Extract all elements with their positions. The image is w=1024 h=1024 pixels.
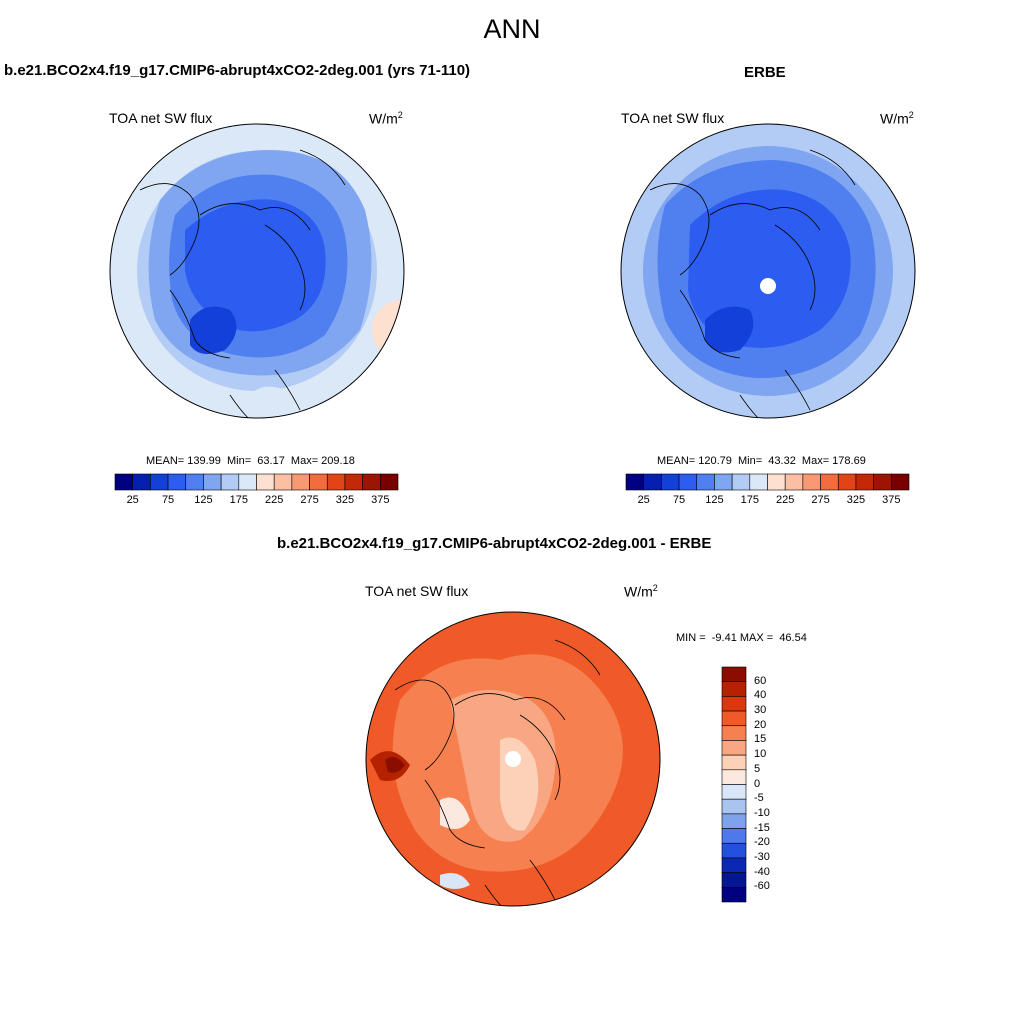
colorbar-swatch bbox=[721, 842, 747, 859]
colorbar-swatch bbox=[661, 473, 680, 491]
colorbar-tick-label: 175 bbox=[740, 494, 759, 506]
colorbar-tick-label: 125 bbox=[194, 494, 213, 506]
colorbar-tick-label: 275 bbox=[300, 494, 319, 506]
colorbar-swatch bbox=[721, 696, 747, 712]
colorbar-swatch bbox=[820, 473, 839, 491]
colorbar-tick-label: -60 bbox=[754, 880, 770, 893]
colorbar-swatch bbox=[114, 473, 133, 491]
colorbar-swatch bbox=[678, 473, 698, 491]
colorbar-swatch bbox=[721, 754, 747, 771]
colorbar-swatch bbox=[721, 710, 747, 727]
panel1-variable: TOA net SW flux bbox=[109, 110, 213, 126]
colorbar-tick-label: 10 bbox=[754, 748, 767, 761]
colorbar-swatch bbox=[380, 473, 399, 491]
colorbar-tick-label: -20 bbox=[754, 836, 770, 849]
colorbar-tick-label: 125 bbox=[705, 494, 724, 506]
colorbar-swatch bbox=[721, 798, 747, 815]
colorbar-swatch bbox=[873, 473, 892, 491]
colorbar-swatch bbox=[238, 473, 257, 491]
colorbar-tick-label: -40 bbox=[754, 865, 770, 878]
colorbar-tick-label: 15 bbox=[754, 733, 767, 746]
panel1-units: W/m2 bbox=[369, 110, 403, 127]
panel3-title: b.e21.BCO2x4.f19_g17.CMIP6-abrupt4xCO2-2… bbox=[277, 535, 712, 552]
panel3-stats: MIN = -9.41 MAX = 46.54 bbox=[676, 632, 807, 644]
colorbar-swatch bbox=[273, 473, 293, 491]
colorbar-swatch bbox=[721, 666, 747, 682]
colorbar-swatch bbox=[767, 473, 786, 491]
colorbar-swatch bbox=[326, 473, 346, 491]
colorbar-swatch bbox=[721, 813, 747, 829]
colorbar-tick-label: 375 bbox=[882, 494, 901, 506]
colorbar-tick-label: 275 bbox=[811, 494, 830, 506]
colorbar-tick-label: 25 bbox=[126, 494, 139, 506]
colorbar-tick-label: 325 bbox=[335, 494, 355, 506]
colorbar-swatch bbox=[721, 784, 747, 800]
colorbar-swatch bbox=[344, 473, 363, 491]
colorbar-swatch bbox=[837, 473, 857, 491]
panel1-stats: MEAN= 139.99 Min= 63.17 Max= 209.18 bbox=[146, 455, 355, 467]
colorbar-swatch bbox=[721, 887, 747, 903]
colorbar-swatch bbox=[749, 473, 768, 491]
colorbar-swatch bbox=[721, 872, 747, 888]
colorbar-tick-label: 75 bbox=[161, 494, 175, 506]
colorbar-diff bbox=[721, 666, 747, 903]
colorbar-swatch bbox=[643, 473, 662, 491]
colorbar-panel1 bbox=[114, 473, 399, 491]
colorbar-swatch bbox=[625, 473, 644, 491]
colorbar-tick-label: 225 bbox=[265, 494, 284, 506]
colorbar-swatch bbox=[721, 725, 747, 741]
colorbar-swatch bbox=[721, 681, 747, 697]
panel3-map bbox=[365, 611, 661, 907]
colorbar-swatch bbox=[220, 473, 240, 491]
colorbar-tick-label: 30 bbox=[754, 704, 767, 717]
panel2-map bbox=[620, 123, 916, 419]
colorbar-swatch bbox=[185, 473, 204, 491]
colorbar-swatch bbox=[362, 473, 381, 491]
colorbar-swatch bbox=[891, 473, 910, 491]
colorbar-swatch bbox=[203, 473, 222, 491]
colorbar-tick-label: 325 bbox=[846, 494, 866, 506]
colorbar-tick-label: 175 bbox=[229, 494, 248, 506]
colorbar-tick-label: -5 bbox=[754, 792, 764, 805]
colorbar-tick-label: 40 bbox=[754, 689, 767, 702]
panel2-variable: TOA net SW flux bbox=[621, 110, 725, 126]
colorbar-tick-label: -15 bbox=[754, 821, 770, 834]
colorbar-swatch bbox=[731, 473, 751, 491]
colorbar-swatch bbox=[167, 473, 187, 491]
colorbar-swatch bbox=[721, 740, 747, 756]
colorbar-tick-label: -30 bbox=[754, 850, 770, 863]
panel2-title: ERBE bbox=[744, 64, 786, 81]
colorbar-swatch bbox=[784, 473, 804, 491]
colorbar-tick-label: 75 bbox=[672, 494, 686, 506]
colorbar-swatch bbox=[714, 473, 733, 491]
panel1-map bbox=[109, 123, 405, 419]
panel1-title: b.e21.BCO2x4.f19_g17.CMIP6-abrupt4xCO2-2… bbox=[4, 62, 471, 79]
colorbar-swatch bbox=[150, 473, 169, 491]
colorbar-tick-label: 0 bbox=[754, 777, 761, 790]
colorbar-swatch bbox=[721, 828, 747, 844]
colorbar-swatch bbox=[291, 473, 310, 491]
panel3-variable: TOA net SW flux bbox=[365, 583, 469, 599]
colorbar-tick-label: 20 bbox=[754, 718, 767, 731]
colorbar-tick-label: 375 bbox=[371, 494, 390, 506]
colorbar-panel2 bbox=[625, 473, 910, 491]
colorbar-swatch bbox=[721, 857, 747, 873]
colorbar-tick-label: 25 bbox=[637, 494, 650, 506]
colorbar-tick-label: -10 bbox=[754, 806, 770, 819]
colorbar-swatch bbox=[132, 473, 151, 491]
colorbar-swatch bbox=[309, 473, 328, 491]
colorbar-swatch bbox=[855, 473, 874, 491]
panel3-units: W/m2 bbox=[624, 583, 658, 600]
colorbar-tick-label: 60 bbox=[754, 674, 767, 687]
colorbar-swatch bbox=[696, 473, 715, 491]
figure-title: ANN bbox=[483, 14, 541, 44]
colorbar-swatch bbox=[802, 473, 821, 491]
panel2-stats: MEAN= 120.79 Min= 43.32 Max= 178.69 bbox=[657, 455, 866, 467]
colorbar-swatch bbox=[721, 769, 747, 785]
colorbar-tick-label: 225 bbox=[776, 494, 795, 506]
colorbar-swatch bbox=[256, 473, 275, 491]
panel2-units: W/m2 bbox=[880, 110, 914, 127]
colorbar-tick-label: 5 bbox=[754, 762, 761, 775]
